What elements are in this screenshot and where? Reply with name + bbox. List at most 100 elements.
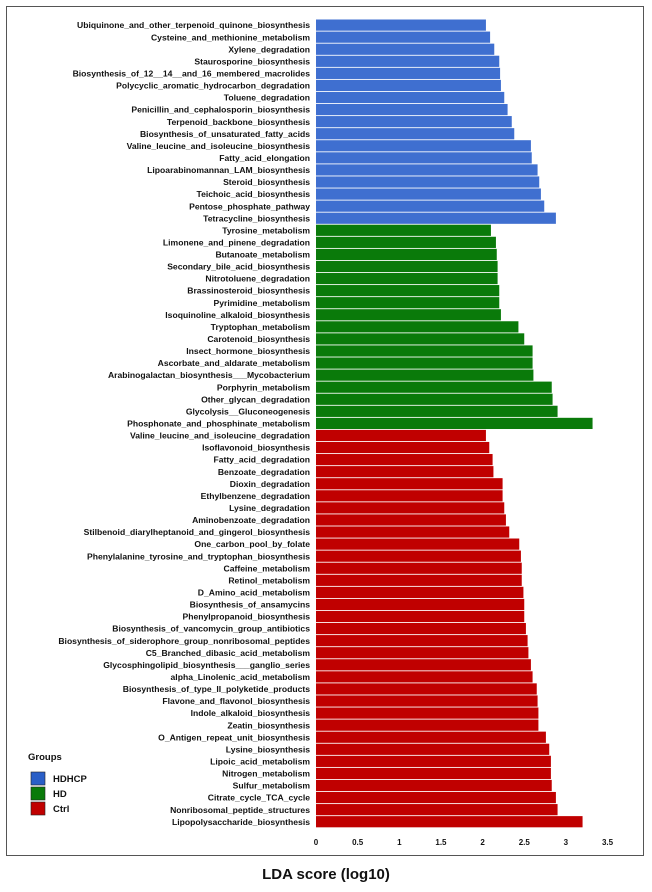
legend-title: Groups	[28, 752, 62, 763]
bar-flavone_and_flavonol_biosynthesis	[316, 695, 538, 707]
x-tick-label: 2	[480, 838, 485, 847]
bar-polycyclic_aromatic_hydrocarbon_degradation	[316, 79, 501, 92]
category-label: Lipoic_acid_metabolism	[210, 756, 310, 766]
category-label: Tyrosine_metabolism	[222, 225, 310, 235]
bar-dioxin_degradation	[316, 478, 503, 490]
category-label: Other_glycan_degradation	[201, 394, 310, 404]
bar-penicillin_and_cephalosporin_biosynthesis	[316, 103, 508, 116]
bar-one_carbon_pool_by_folate	[316, 538, 520, 550]
category-label: Brassinosteroid_biosynthesis	[187, 286, 310, 296]
bar-valine_leucine_and_isoleucine_degradation	[316, 429, 486, 442]
category-label: Fatty_acid_elongation	[219, 153, 310, 163]
x-axis-title: LDA score (log10)	[262, 866, 390, 883]
category-label: D_Amino_acid_metabolism	[198, 587, 311, 597]
bar-other_glycan_degradation	[316, 393, 553, 405]
legend-swatch-hd	[30, 786, 46, 801]
bar-stilbenoid_diarylheptanoid_and_gingerol_biosynthesis	[316, 526, 510, 538]
legend-label-ctrl: Ctrl	[53, 804, 69, 815]
legend: Groups HDHCP HD Ctrl	[28, 752, 87, 816]
category-label: Lysine_degradation	[229, 503, 310, 513]
bar-limonene_and_pinene_degradation	[316, 236, 496, 248]
bar-nitrogen_metabolism	[316, 767, 551, 780]
category-label: Isoquinoline_alkaloid_biosynthesis	[165, 310, 310, 320]
bar-porphyrin_metabolism	[316, 381, 552, 393]
category-label: Lipopolysaccharide_biosynthesis	[172, 817, 310, 827]
category-label: Secondary_bile_acid_biosynthesis	[167, 262, 310, 272]
bar-steroid_biosynthesis	[316, 176, 540, 188]
x-tick-label: 1	[397, 838, 402, 847]
category-label: Cysteine_and_methionine_metabolism	[151, 32, 310, 42]
category-label: Staurosporine_biosynthesis	[194, 56, 310, 66]
bar-butanoate_metabolism	[316, 248, 497, 261]
category-label: Lipoarabinomannan_LAM_biosynthesis	[147, 165, 310, 175]
category-label: Toluene_degradation	[224, 93, 310, 103]
category-label: Pentose_phosphate_pathway	[189, 201, 310, 211]
bar-insect_hormone_biosynthesis	[316, 345, 533, 357]
bar-pentose_phosphate_pathway	[316, 200, 545, 212]
bar-terpenoid_backbone_biosynthesis	[316, 116, 512, 128]
category-label: Zeatin_biosynthesis	[227, 720, 310, 730]
category-label: Biosynthesis_of_unsaturated_fatty_acids	[140, 129, 310, 139]
bar-lipoic_acid_metabolism	[316, 755, 551, 767]
category-label: Carotenoid_biosynthesis	[207, 334, 310, 344]
category-label: Citrate_cycle_TCA_cycle	[208, 793, 310, 803]
category-label: Ascorbate_and_aldarate_metabolism	[158, 358, 311, 368]
bar-staurosporine_biosynthesis	[316, 55, 500, 67]
bar-biosynthesis_of_ansamycins	[316, 598, 525, 611]
bar-xylene_degradation	[316, 43, 495, 55]
bar-lipopolysaccharide_biosynthesis	[316, 816, 583, 828]
bar-biosynthesis_of_12__14__and_16_membered_macrolides	[316, 67, 501, 79]
category-labels: Ubiquinone_and_other_terpenoid_quinone_b…	[58, 20, 310, 827]
category-label: Biosynthesis_of_ansamycins	[190, 600, 311, 610]
bar-arabinogalactan_biosynthesis___mycobacterium	[316, 369, 534, 381]
bar-benzoate_degradation	[316, 466, 494, 478]
bar-biosynthesis_of_unsaturated_fatty_acids	[316, 128, 515, 140]
category-label: Biosynthesis_of_12__14__and_16_membered_…	[73, 68, 311, 78]
bar-cysteine_and_methionine_metabolism	[316, 31, 491, 43]
bar-carotenoid_biosynthesis	[316, 333, 525, 345]
category-label: Phosphonate_and_phosphinate_metabolism	[127, 419, 310, 429]
x-tick-label: 3	[564, 838, 569, 847]
bar-biosynthesis_of_siderophore_group_nonribosomal_peptides	[316, 635, 528, 647]
x-tick-label: 3.5	[602, 838, 614, 847]
bar-citrate_cycle_tca_cycle	[316, 791, 556, 804]
bar-lysine_biosynthesis	[316, 743, 550, 755]
bar-aminobenzoate_degradation	[316, 514, 506, 526]
bar-caffeine_metabolism	[316, 562, 522, 574]
bar-tryptophan_metabolism	[316, 321, 519, 333]
category-label: Tetracycline_biosynthesis	[203, 213, 310, 223]
x-tick-label: 1.5	[435, 838, 447, 847]
bar-biosynthesis_of_type_ii_polyketide_products	[316, 683, 537, 695]
category-label: Tryptophan_metabolism	[211, 322, 311, 332]
bar-c5_branched_dibasic_acid_metabolism	[316, 647, 529, 659]
category-label: Glycolysis__Gluconeogenesis	[186, 406, 310, 416]
category-label: Biosynthesis_of_siderophore_group_nonrib…	[58, 636, 310, 646]
category-label: Valine_leucine_and_isoleucine_degradatio…	[130, 431, 310, 441]
category-label: Biosynthesis_of_type_II_polyketide_produ…	[123, 684, 310, 694]
bar-pyrimidine_metabolism	[316, 297, 500, 309]
bar-isoflavonoid_biosynthesis	[316, 441, 490, 454]
category-label: Retinol_metabolism	[228, 575, 310, 585]
category-label: Nonribosomal_peptide_structures	[170, 805, 310, 815]
bar-nitrotoluene_degradation	[316, 272, 498, 285]
x-axis: 0 0.5 1 1.5 2 2.5 3 3.5	[314, 830, 614, 847]
category-label: Insect_hormone_biosynthesis	[186, 346, 310, 356]
category-label: Isoflavonoid_biosynthesis	[202, 443, 310, 453]
category-label: Phenylalanine_tyrosine_and_tryptophan_bi…	[87, 551, 310, 561]
bar-tyrosine_metabolism	[316, 224, 491, 236]
bar-phenylalanine_tyrosine_and_tryptophan_biosynthesis	[316, 550, 521, 562]
bar-isoquinoline_alkaloid_biosynthesis	[316, 309, 501, 321]
category-label: Flavone_and_flavonol_biosynthesis	[162, 696, 310, 706]
category-label: Ubiquinone_and_other_terpenoid_quinone_b…	[77, 20, 310, 30]
bar-toluene_degradation	[316, 91, 505, 104]
bar-ubiquinone_and_other_terpenoid_quinone_biosynthesis	[316, 19, 486, 31]
bar-brassinosteroid_biosynthesis	[316, 285, 500, 297]
legend-label-hd: HD	[53, 789, 67, 800]
legend-swatch-hdhcp	[30, 771, 46, 786]
bar-indole_alkaloid_biosynthesis	[316, 707, 539, 719]
category-label: Indole_alkaloid_biosynthesis	[191, 708, 311, 718]
category-label: Aminobenzoate_degradation	[192, 515, 310, 525]
bars-layer	[316, 19, 593, 828]
bar-retinol_metabolism	[316, 574, 522, 586]
x-tick-label: 0	[314, 838, 319, 847]
